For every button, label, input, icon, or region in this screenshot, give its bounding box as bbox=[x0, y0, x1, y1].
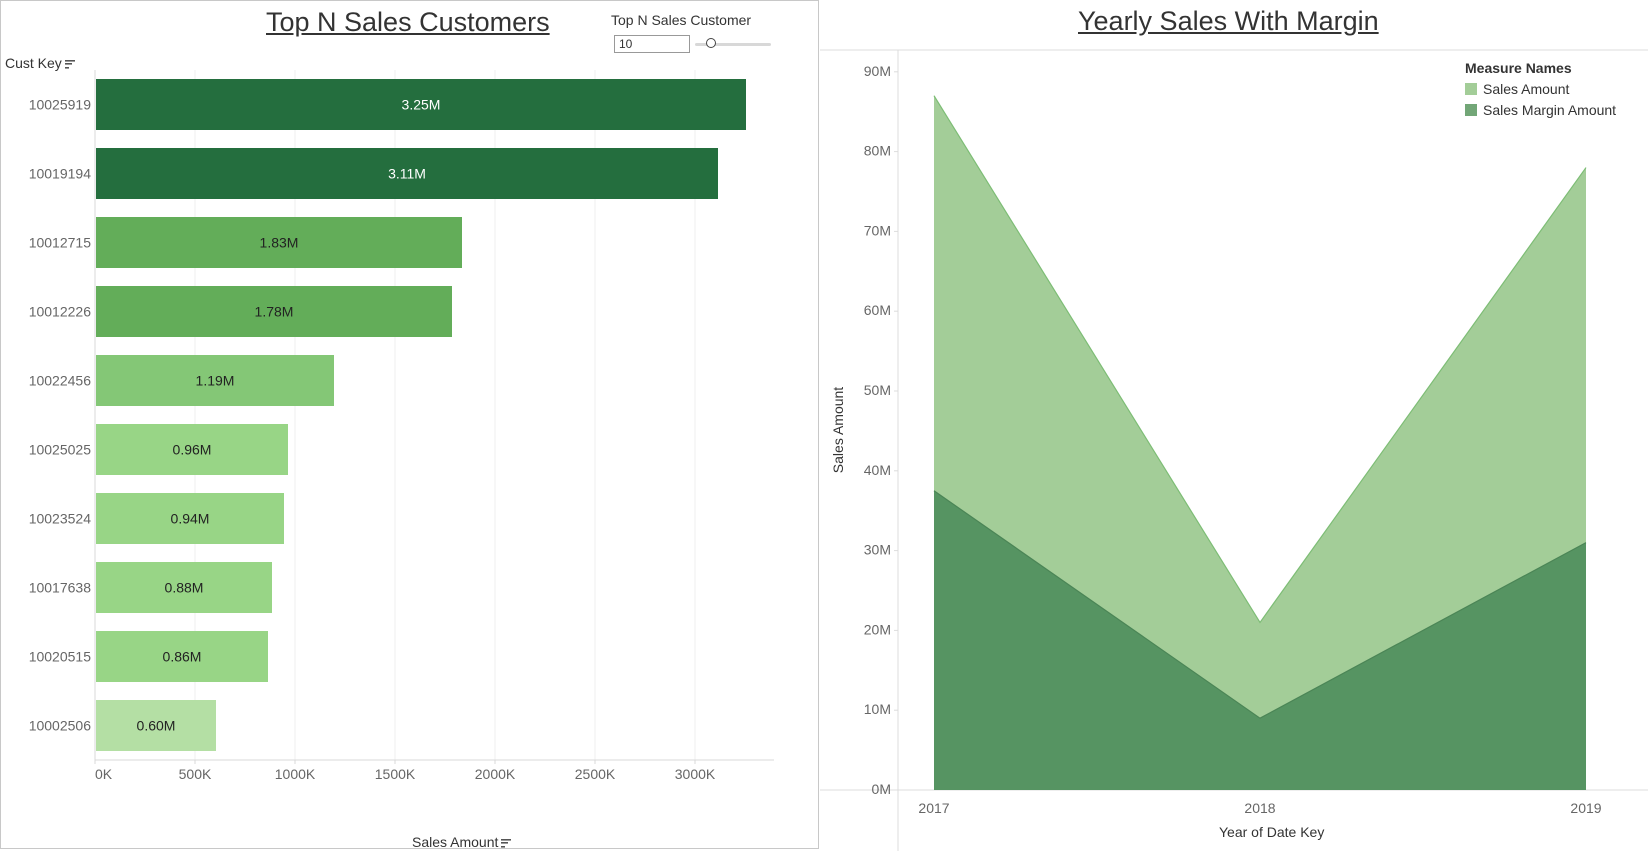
chart-title: Top N Sales Customers bbox=[266, 7, 550, 37]
tick-label: 2018 bbox=[1244, 800, 1275, 816]
series-line bbox=[933, 490, 1587, 719]
legend-item-sales-margin-amount[interactable]: Sales Margin Amount bbox=[1465, 99, 1616, 120]
legend: Measure Names Sales Amount Sales Margin … bbox=[1465, 60, 1616, 120]
y-axis-title: Sales Amount bbox=[830, 386, 846, 474]
legend-label: Sales Margin Amount bbox=[1483, 101, 1617, 118]
tick-label: 1000K bbox=[275, 766, 316, 782]
tick-label: 1500K bbox=[375, 766, 416, 782]
bar bbox=[96, 562, 272, 613]
cust-key-header[interactable]: Cust Key bbox=[5, 55, 75, 71]
bar bbox=[96, 148, 718, 199]
tick-label: 60M bbox=[864, 302, 891, 318]
category-label: 10025025 bbox=[29, 442, 92, 458]
tick-label: 500K bbox=[179, 766, 212, 782]
bar bbox=[96, 424, 288, 475]
tick-label: 3000K bbox=[675, 766, 716, 782]
category-label: 10025919 bbox=[29, 97, 92, 113]
category-label: 10023524 bbox=[29, 511, 92, 527]
category-label: 10017638 bbox=[29, 580, 92, 596]
x-axis-title[interactable]: Sales Amount bbox=[412, 834, 512, 850]
data-label: 3.11M bbox=[388, 166, 426, 182]
category-label: 10020515 bbox=[29, 649, 92, 665]
top-n-parameter-input[interactable] bbox=[614, 35, 690, 53]
top-n-slider-thumb[interactable] bbox=[706, 38, 716, 48]
category-label: 10019194 bbox=[29, 166, 92, 182]
category-label: 10022456 bbox=[29, 373, 92, 389]
tick-label: 90M bbox=[864, 63, 891, 79]
tick-label: 70M bbox=[864, 222, 891, 238]
data-label: 3.25M bbox=[402, 97, 441, 113]
top-n-customers-panel: Top N Sales Customers Top N Sales Custom… bbox=[0, 0, 819, 850]
data-label: 1.19M bbox=[196, 373, 235, 389]
cust-key-label: Cust Key bbox=[5, 55, 62, 71]
series-line bbox=[933, 95, 1587, 624]
tick-label: 0K bbox=[95, 766, 113, 782]
tick-label: 2000K bbox=[475, 766, 516, 782]
data-label: 0.96M bbox=[173, 442, 212, 458]
sort-icon[interactable] bbox=[501, 838, 512, 848]
category-label: 10002506 bbox=[29, 718, 92, 734]
data-label: 0.88M bbox=[165, 580, 204, 596]
legend-swatch bbox=[1465, 82, 1477, 95]
tick-label: 80M bbox=[864, 143, 891, 159]
tick-label: 20M bbox=[864, 621, 891, 637]
data-label: 0.94M bbox=[171, 511, 210, 527]
data-label: 1.83M bbox=[260, 235, 299, 251]
area-series bbox=[934, 490, 1586, 790]
top-n-parameter-label: Top N Sales Customer bbox=[611, 12, 752, 28]
data-label: 0.60M bbox=[137, 718, 176, 734]
tick-label: 50M bbox=[864, 382, 891, 398]
legend-swatch bbox=[1465, 103, 1477, 116]
chart-title: Yearly Sales With Margin bbox=[1078, 6, 1379, 36]
bar bbox=[96, 79, 746, 130]
legend-label: Sales Amount bbox=[1483, 80, 1570, 97]
area-chart: 0M 10M 20M 30M 40M 50M 60M 70M 80M 90M 2017 2018 201… bbox=[820, 49, 1648, 851]
data-label: 1.78M bbox=[255, 304, 294, 320]
bar bbox=[96, 493, 284, 544]
legend-item-sales-amount[interactable]: Sales Amount bbox=[1465, 78, 1616, 99]
bar-chart: 10025919 3.25M 10019194 3.11M 10012715 1.83M 1… bbox=[29, 70, 774, 782]
bar bbox=[96, 217, 462, 268]
bar bbox=[96, 700, 216, 751]
bar bbox=[96, 286, 452, 337]
category-label: 10012226 bbox=[29, 304, 92, 320]
x-axis-title: Year of Date Key bbox=[1219, 824, 1325, 840]
tick-label: 30M bbox=[864, 542, 891, 558]
data-label: 0.86M bbox=[163, 649, 202, 665]
category-label: 10012715 bbox=[29, 235, 92, 251]
top-n-slider-track[interactable] bbox=[695, 43, 771, 46]
tick-label: 10M bbox=[864, 701, 891, 717]
tick-label: 2019 bbox=[1570, 800, 1601, 816]
tick-label: 0M bbox=[872, 781, 891, 797]
sort-icon[interactable] bbox=[64, 59, 75, 69]
bar bbox=[96, 355, 334, 406]
bar bbox=[96, 631, 268, 682]
tick-label: 2500K bbox=[575, 766, 616, 782]
legend-title: Measure Names bbox=[1465, 60, 1572, 76]
yearly-sales-panel: Yearly Sales With Margin 0M 10M 20M 30M 40M 5… bbox=[820, 0, 1648, 851]
tick-label: 2017 bbox=[918, 800, 949, 816]
x-axis-title-label: Sales Amount bbox=[412, 834, 499, 850]
tick-label: 40M bbox=[864, 462, 891, 478]
